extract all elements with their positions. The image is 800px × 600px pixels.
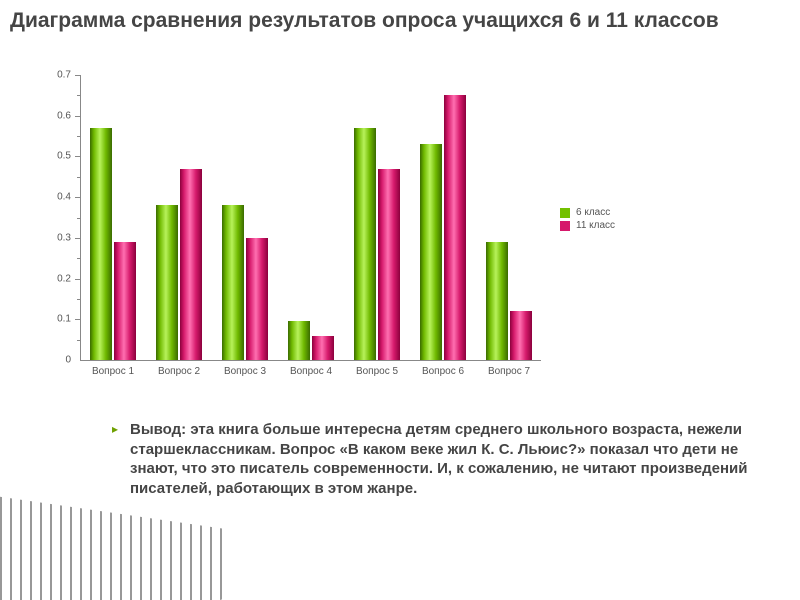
page-title: Диаграмма сравнения результатов опроса у… [10,8,800,34]
legend-label: 11 класс [576,220,615,231]
bar-6-класс [90,128,112,360]
bar-11-класс [114,242,136,360]
conclusion-text: Вывод: эта книга больше интересна детям … [130,420,790,498]
bar-6-класс [486,242,508,360]
bar-6-класс [288,321,310,360]
x-axis-label: Вопрос 1 [92,360,134,377]
bar-6-класс [420,144,442,360]
bar-chart: 00.10.20.30.40.50.60.7Вопрос 1Вопрос 2Во… [80,75,541,361]
bar-11-класс [510,311,532,360]
y-axis-label: 0.4 [57,192,81,203]
x-axis-label: Вопрос 4 [290,360,332,377]
bar-6-класс [156,205,178,360]
x-axis-label: Вопрос 5 [356,360,398,377]
y-axis-label: 0.1 [57,314,81,325]
y-axis-label: 0.3 [57,232,81,243]
legend-item: 6 класс [560,207,615,218]
y-axis-label: 0.5 [57,151,81,162]
bar-11-класс [444,95,466,360]
x-axis-label: Вопрос 6 [422,360,464,377]
y-axis-label: 0 [65,355,81,366]
bar-11-класс [180,169,202,360]
legend-swatch [560,221,570,231]
y-axis-label: 0.7 [57,70,81,81]
legend-swatch [560,208,570,218]
bar-11-класс [312,336,334,360]
bar-11-класс [246,238,268,360]
x-axis-label: Вопрос 3 [224,360,266,377]
bullet-icon: ▸ [112,422,118,436]
x-axis-label: Вопрос 7 [488,360,530,377]
legend-item: 11 класс [560,220,615,231]
chart-plot-area: 00.10.20.30.40.50.60.7Вопрос 1Вопрос 2Во… [80,75,541,361]
chart-legend: 6 класс 11 класс [560,205,615,233]
bar-6-класс [354,128,376,360]
y-axis-label: 0.2 [57,273,81,284]
legend-label: 6 класс [576,207,610,218]
bar-6-класс [222,205,244,360]
bar-11-класс [378,169,400,360]
y-axis-label: 0.6 [57,110,81,121]
x-axis-label: Вопрос 2 [158,360,200,377]
